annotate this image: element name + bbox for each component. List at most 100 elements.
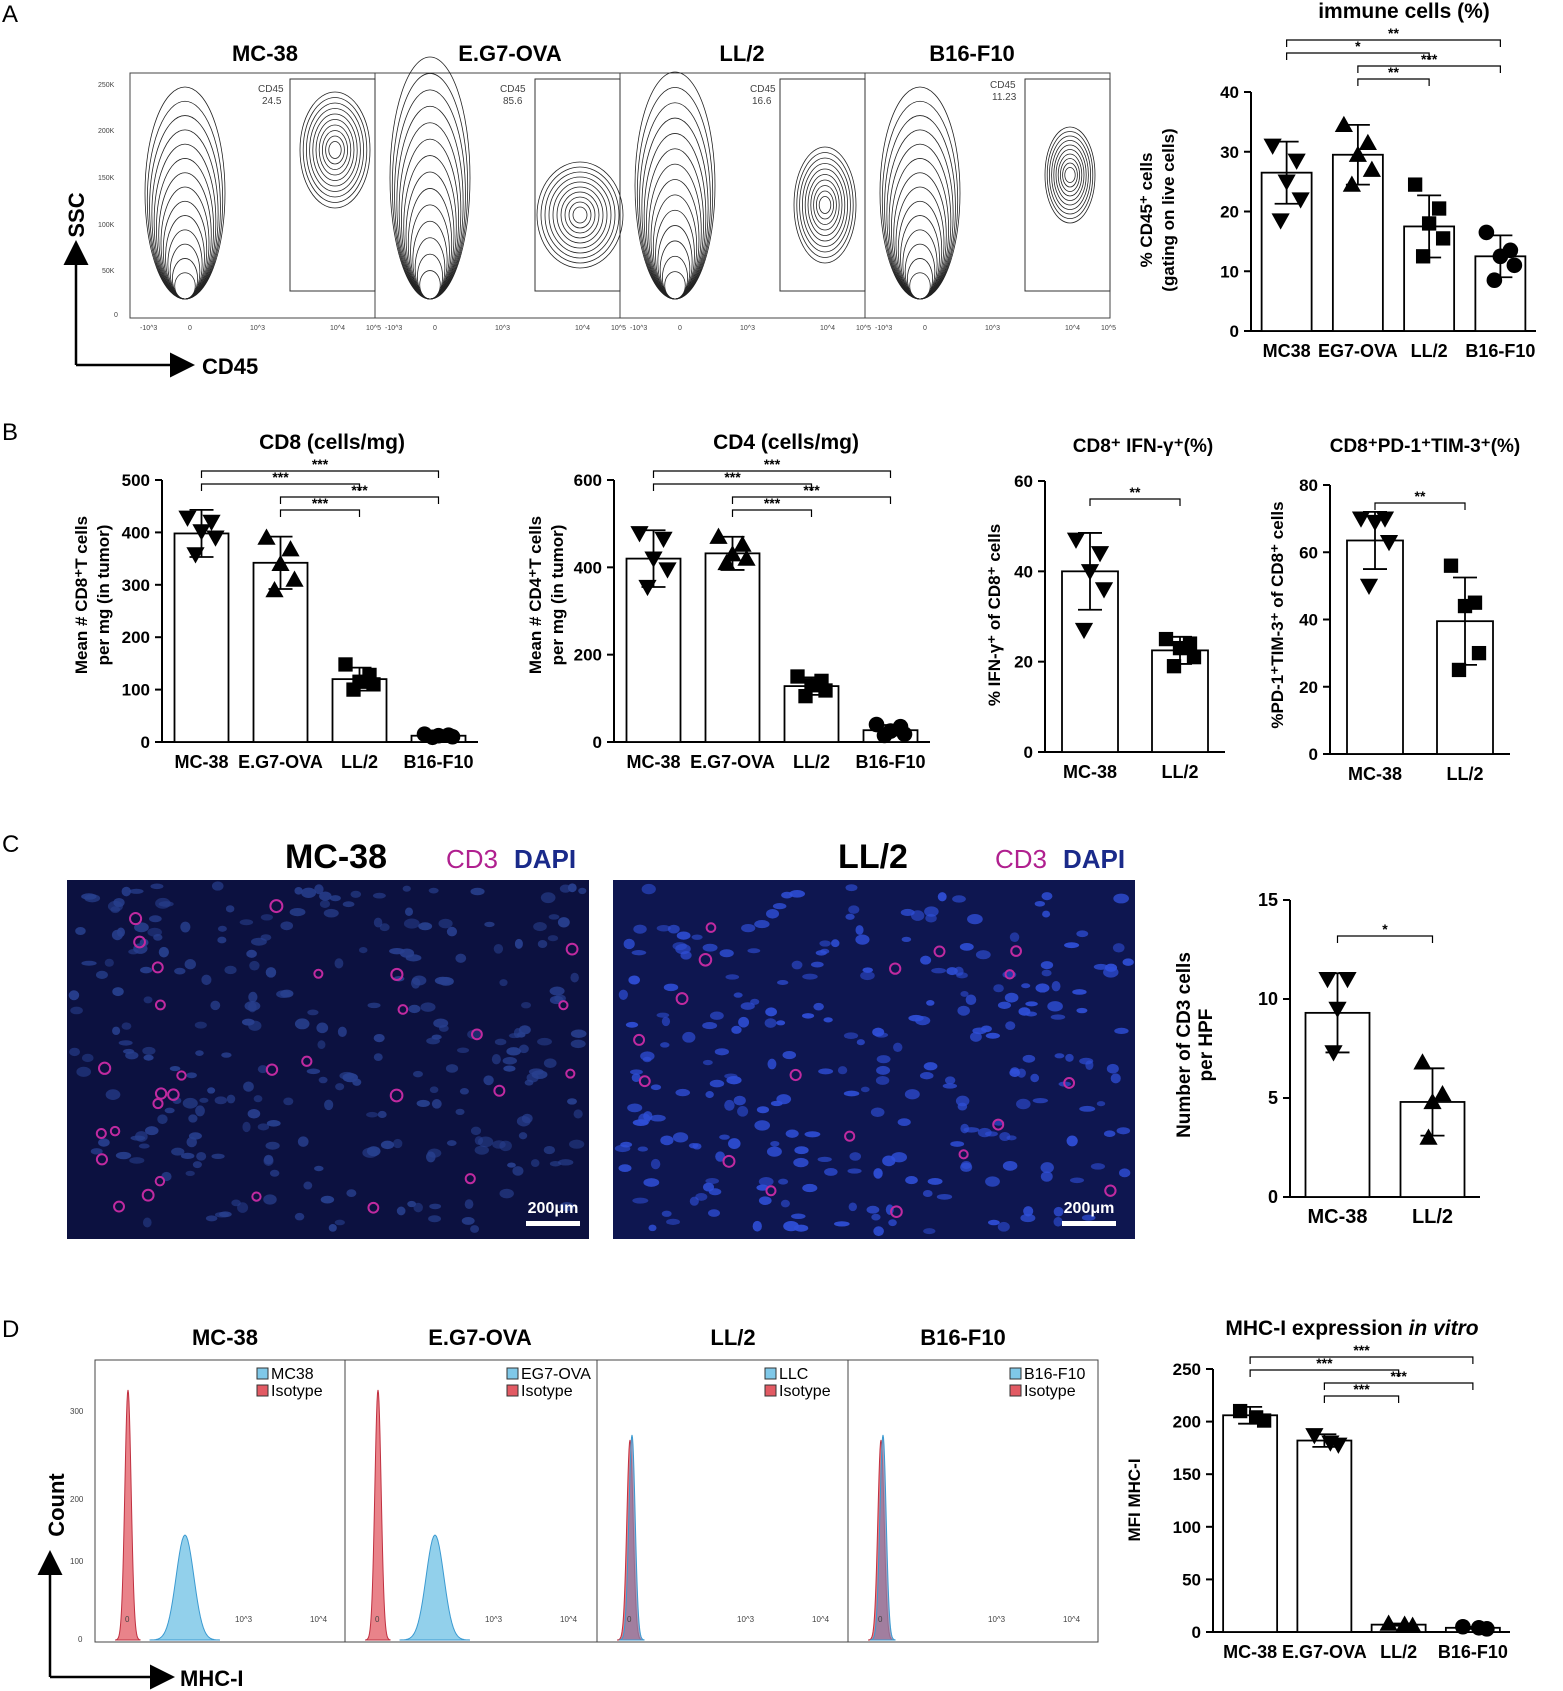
data-point <box>1479 1621 1495 1637</box>
chart-title: CD8⁺ IFN-γ⁺(%) <box>1073 436 1213 457</box>
dapi-nucleus <box>389 947 405 955</box>
data-point <box>202 514 221 532</box>
dapi-nucleus <box>1051 981 1061 992</box>
contour-line <box>1055 149 1085 201</box>
category-label: MC-38 <box>174 752 228 772</box>
dapi-nucleus <box>1065 1053 1074 1062</box>
dapi-nucleus <box>446 1140 457 1146</box>
dapi-nucleus <box>329 895 341 902</box>
dapi-nucleus <box>957 1102 968 1111</box>
dapi-nucleus <box>372 892 386 899</box>
dapi-nucleus <box>719 949 734 958</box>
dapi-nucleus <box>1041 892 1053 901</box>
dapi-nucleus <box>975 950 991 960</box>
dapi-nucleus <box>265 967 277 978</box>
cd3-cell <box>1010 945 1022 957</box>
data-point <box>1166 659 1182 674</box>
dapi-nucleus <box>675 1088 691 1097</box>
dapi-nucleus <box>342 1072 358 1083</box>
data-point <box>271 554 290 571</box>
cd3-cell <box>313 968 324 979</box>
data-point <box>1158 631 1174 647</box>
data-point <box>1277 174 1296 191</box>
legend-swatch-sample <box>764 1367 777 1380</box>
dapi-nucleus <box>411 975 427 986</box>
dapi-nucleus <box>396 1206 406 1216</box>
flow-a-title-3: LL/2 <box>719 41 764 66</box>
y-tick-label: 80 <box>1299 476 1318 495</box>
significance-label: *** <box>1353 1342 1370 1358</box>
data-point <box>1324 1045 1343 1062</box>
dapi-nucleus <box>142 1046 156 1055</box>
contour-line <box>312 113 358 187</box>
bar-E.G7-OVA <box>1296 1439 1353 1633</box>
dapi-nucleus <box>438 1024 449 1032</box>
contour-line <box>568 201 592 229</box>
cd3-cell <box>705 922 717 933</box>
dapi-nucleus <box>663 983 679 992</box>
flow-a-xtick: 10^3 <box>495 325 510 332</box>
dapi-nucleus <box>849 1152 862 1161</box>
dapi-nucleus <box>972 1027 987 1035</box>
dapi-nucleus <box>737 1106 749 1117</box>
y-tick-label: 40 <box>1299 611 1318 630</box>
dapi-nucleus <box>455 953 467 963</box>
category-label: E.G7-OVA <box>690 752 775 772</box>
flow-a-xtick: -10^3 <box>875 325 892 332</box>
y-tick-label: 200 <box>574 646 602 665</box>
contour-line <box>536 161 624 269</box>
category-label: LL/2 <box>793 752 830 772</box>
dapi-nucleus <box>715 1151 726 1162</box>
gate-value-2: 85.6 <box>503 96 523 107</box>
dapi-nucleus <box>843 1090 860 1097</box>
category-label: MC-38 <box>1223 1642 1277 1662</box>
dapi-nucleus <box>637 1146 648 1152</box>
y-tick-label: 50 <box>1182 1570 1201 1589</box>
data-point <box>444 728 461 745</box>
dapi-nucleus <box>540 892 556 904</box>
cd3-cell <box>390 967 404 982</box>
dapi-nucleus <box>184 959 196 970</box>
significance-bracket <box>1286 52 1430 60</box>
y-tick-label: 0 <box>1268 1187 1278 1207</box>
dapi-nucleus <box>1106 1063 1119 1074</box>
dapi-nucleus <box>207 1087 216 1094</box>
dapi-nucleus <box>301 887 317 899</box>
contour-line <box>1049 135 1092 215</box>
data-point <box>1090 546 1110 563</box>
data-point <box>896 726 913 742</box>
dapi-nucleus <box>334 958 344 969</box>
bar-chart-D_mhc: 0 50 100 150 200 250 MC-38 E.G7-OVA LL/2 B16-F10 *… <box>1125 1317 1510 1662</box>
significance-label: *** <box>351 482 368 498</box>
contour-line <box>1053 144 1087 206</box>
significance-bracket <box>1249 1356 1474 1364</box>
bar-chart-B_cd4: 0 200 400 600 MC-38 E.G7-OVA LL/2 B16-F10 *** ***… <box>526 431 930 772</box>
dapi-nucleus <box>872 1027 885 1037</box>
micrograph-stain1-1: CD3 <box>446 844 498 874</box>
dapi-nucleus <box>638 1113 651 1125</box>
dapi-nucleus <box>642 1056 652 1063</box>
category-label: B16-F10 <box>1465 341 1535 361</box>
dapi-nucleus <box>499 1188 514 1199</box>
dapi-nucleus <box>1113 893 1129 904</box>
dapi-nucleus <box>630 1069 643 1075</box>
dapi-nucleus <box>263 1194 277 1205</box>
dapi-nucleus <box>1066 1135 1078 1147</box>
dapi-nucleus <box>543 1145 555 1155</box>
flow-a-ytick-5: 50K <box>102 268 115 275</box>
dapi-nucleus <box>1020 1213 1036 1223</box>
dapi-nucleus <box>549 986 565 996</box>
cd3-cell <box>633 1033 646 1046</box>
dapi-nucleus <box>785 1129 799 1138</box>
flow-a-xtick: -10^3 <box>385 325 402 332</box>
dapi-nucleus <box>1122 958 1134 966</box>
dapi-nucleus <box>817 1156 832 1163</box>
flow-a-ytick-6: 0 <box>114 312 118 319</box>
significance-bracket <box>279 496 440 504</box>
dapi-nucleus <box>691 934 703 940</box>
dapi-nucleus <box>837 1066 848 1075</box>
contour-line <box>552 181 608 249</box>
contour-line <box>807 174 843 236</box>
category-label: LL/2 <box>1446 764 1483 784</box>
dapi-nucleus <box>316 1022 329 1034</box>
